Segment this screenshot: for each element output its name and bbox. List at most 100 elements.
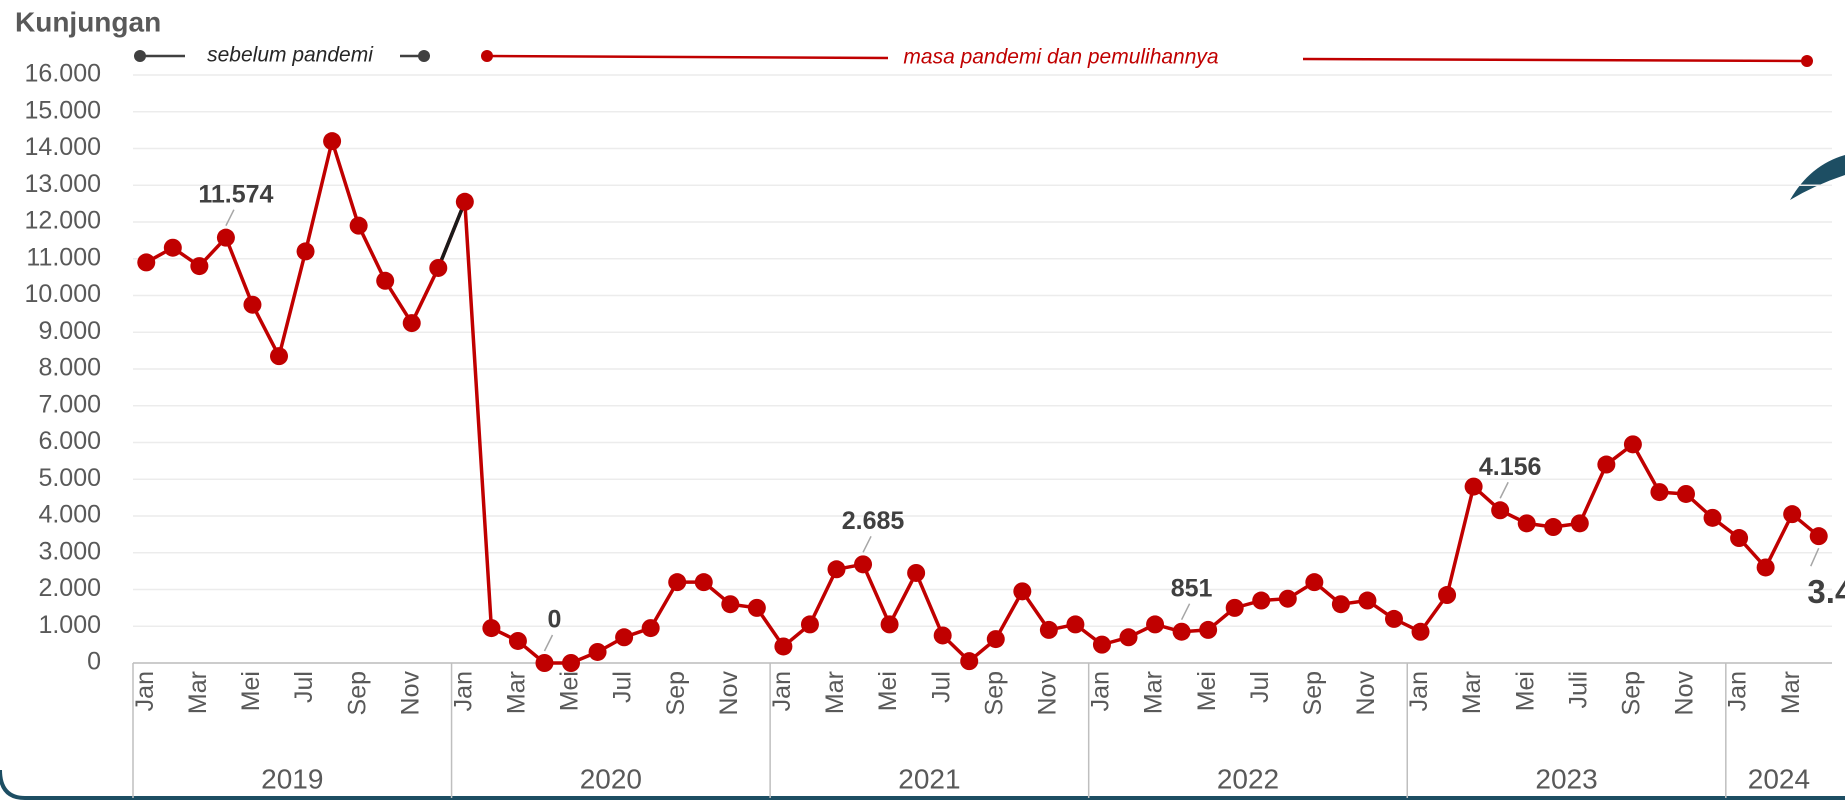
y-tick-label: 9.000 [38, 317, 101, 345]
data-point [774, 637, 793, 656]
data-point [1491, 501, 1510, 520]
data-point [270, 347, 289, 366]
data-point [694, 573, 713, 592]
data-point [376, 271, 395, 290]
data-point [1544, 518, 1563, 537]
data-point [1570, 514, 1589, 533]
data-label: 11.574 [198, 180, 273, 208]
label-leader [543, 634, 554, 652]
x-tick-label: Nov [1671, 671, 1699, 716]
y-tick-label: 13.000 [25, 170, 101, 198]
y-tick-label: 3.000 [38, 537, 101, 565]
annotation-line [1302, 57, 1808, 63]
x-tick-label: Nov [715, 671, 743, 716]
x-tick-label: Nov [1033, 671, 1061, 716]
data-point [1703, 508, 1722, 527]
x-tick-label: Nov [396, 671, 424, 716]
data-point [1225, 598, 1244, 617]
annotation-text: masa pandemi dan pemulihannya [903, 46, 1218, 69]
data-point [455, 192, 474, 211]
data-label: 4.156 [1479, 453, 1542, 481]
frame [0, 769, 1845, 800]
y-tick-label: 2.000 [38, 574, 101, 602]
x-tick-label: Juli [1564, 671, 1592, 709]
data-point [1013, 582, 1032, 601]
data-point [933, 626, 952, 645]
x-tick-label: Mei [1193, 671, 1221, 711]
year-label: 2021 [898, 763, 960, 794]
x-tick-label: Jan [449, 671, 477, 711]
data-point [163, 238, 182, 257]
data-point [1411, 622, 1430, 641]
data-point [1438, 586, 1457, 605]
data-point [482, 619, 501, 638]
data-point [854, 555, 873, 574]
y-tick-label: 12.000 [25, 207, 101, 235]
data-point [1597, 455, 1616, 474]
data-point [668, 573, 687, 592]
data-point [1146, 615, 1165, 634]
x-tick-label: Mar [1140, 671, 1168, 714]
data-point [1331, 595, 1350, 614]
data-point [960, 652, 979, 671]
decoration [1790, 155, 1845, 200]
data-point [216, 228, 235, 247]
x-tick-label: Sep [1618, 671, 1646, 715]
x-tick-label: Jan [131, 671, 159, 711]
annotation-dot [1801, 55, 1813, 67]
year-label: 2023 [1535, 763, 1597, 794]
x-tick-label: Nov [1352, 671, 1380, 716]
x-tick-label: Mei [1511, 671, 1539, 711]
data-point [1172, 622, 1191, 641]
x-tick-label: Mar [503, 671, 531, 714]
data-point [1305, 573, 1324, 592]
annotation-text: sebelum pandemi [207, 44, 374, 67]
data-point [615, 628, 634, 647]
data-point [747, 598, 766, 617]
data-point [880, 615, 899, 634]
data-point [827, 560, 846, 579]
x-tick-label: Mei [874, 671, 902, 711]
y-tick-label: 8.000 [38, 354, 101, 382]
y-tick-label: 10.000 [25, 280, 101, 308]
x-tick-label: Mei [556, 671, 584, 711]
data-point [588, 642, 607, 661]
data-point [641, 619, 660, 638]
y-axis-title: Kunjungan [15, 6, 161, 37]
data-point [1119, 628, 1138, 647]
data-point [1676, 484, 1695, 503]
data-point [1650, 483, 1669, 502]
y-tick-label: 15.000 [25, 96, 101, 124]
data-point [1252, 591, 1271, 610]
data-point [1756, 558, 1775, 577]
data-point [296, 242, 315, 261]
data-point [1278, 589, 1297, 608]
data-point [1092, 635, 1111, 654]
data-point [721, 595, 740, 614]
annotation-line [486, 54, 889, 60]
year-label: 2024 [1748, 763, 1810, 794]
data-point [1358, 591, 1377, 610]
year-label: 2020 [580, 763, 642, 794]
y-tick-label: 5.000 [38, 464, 101, 492]
data-point [800, 615, 819, 634]
x-tick-label: Mar [1458, 671, 1486, 714]
data-point [349, 216, 368, 235]
data-point [535, 654, 554, 672]
x-tick-label: Sep [343, 671, 371, 715]
connector-segment [436, 201, 467, 269]
data-point [1066, 615, 1085, 634]
y-tick-label: 6.000 [38, 427, 101, 455]
y-tick-label: 14.000 [25, 133, 101, 161]
data-point [137, 253, 156, 272]
x-tick-label: Jul [927, 671, 955, 703]
data-point [562, 654, 581, 672]
x-tick-label: Jul [1246, 671, 1274, 703]
annotation-before: sebelum pandemi [134, 44, 430, 67]
series-line [145, 139, 1820, 665]
data-point [508, 631, 527, 650]
y-tick-label: 11.000 [26, 243, 101, 271]
x-tick-label: Mei [237, 671, 265, 711]
label-leader [225, 209, 235, 226]
